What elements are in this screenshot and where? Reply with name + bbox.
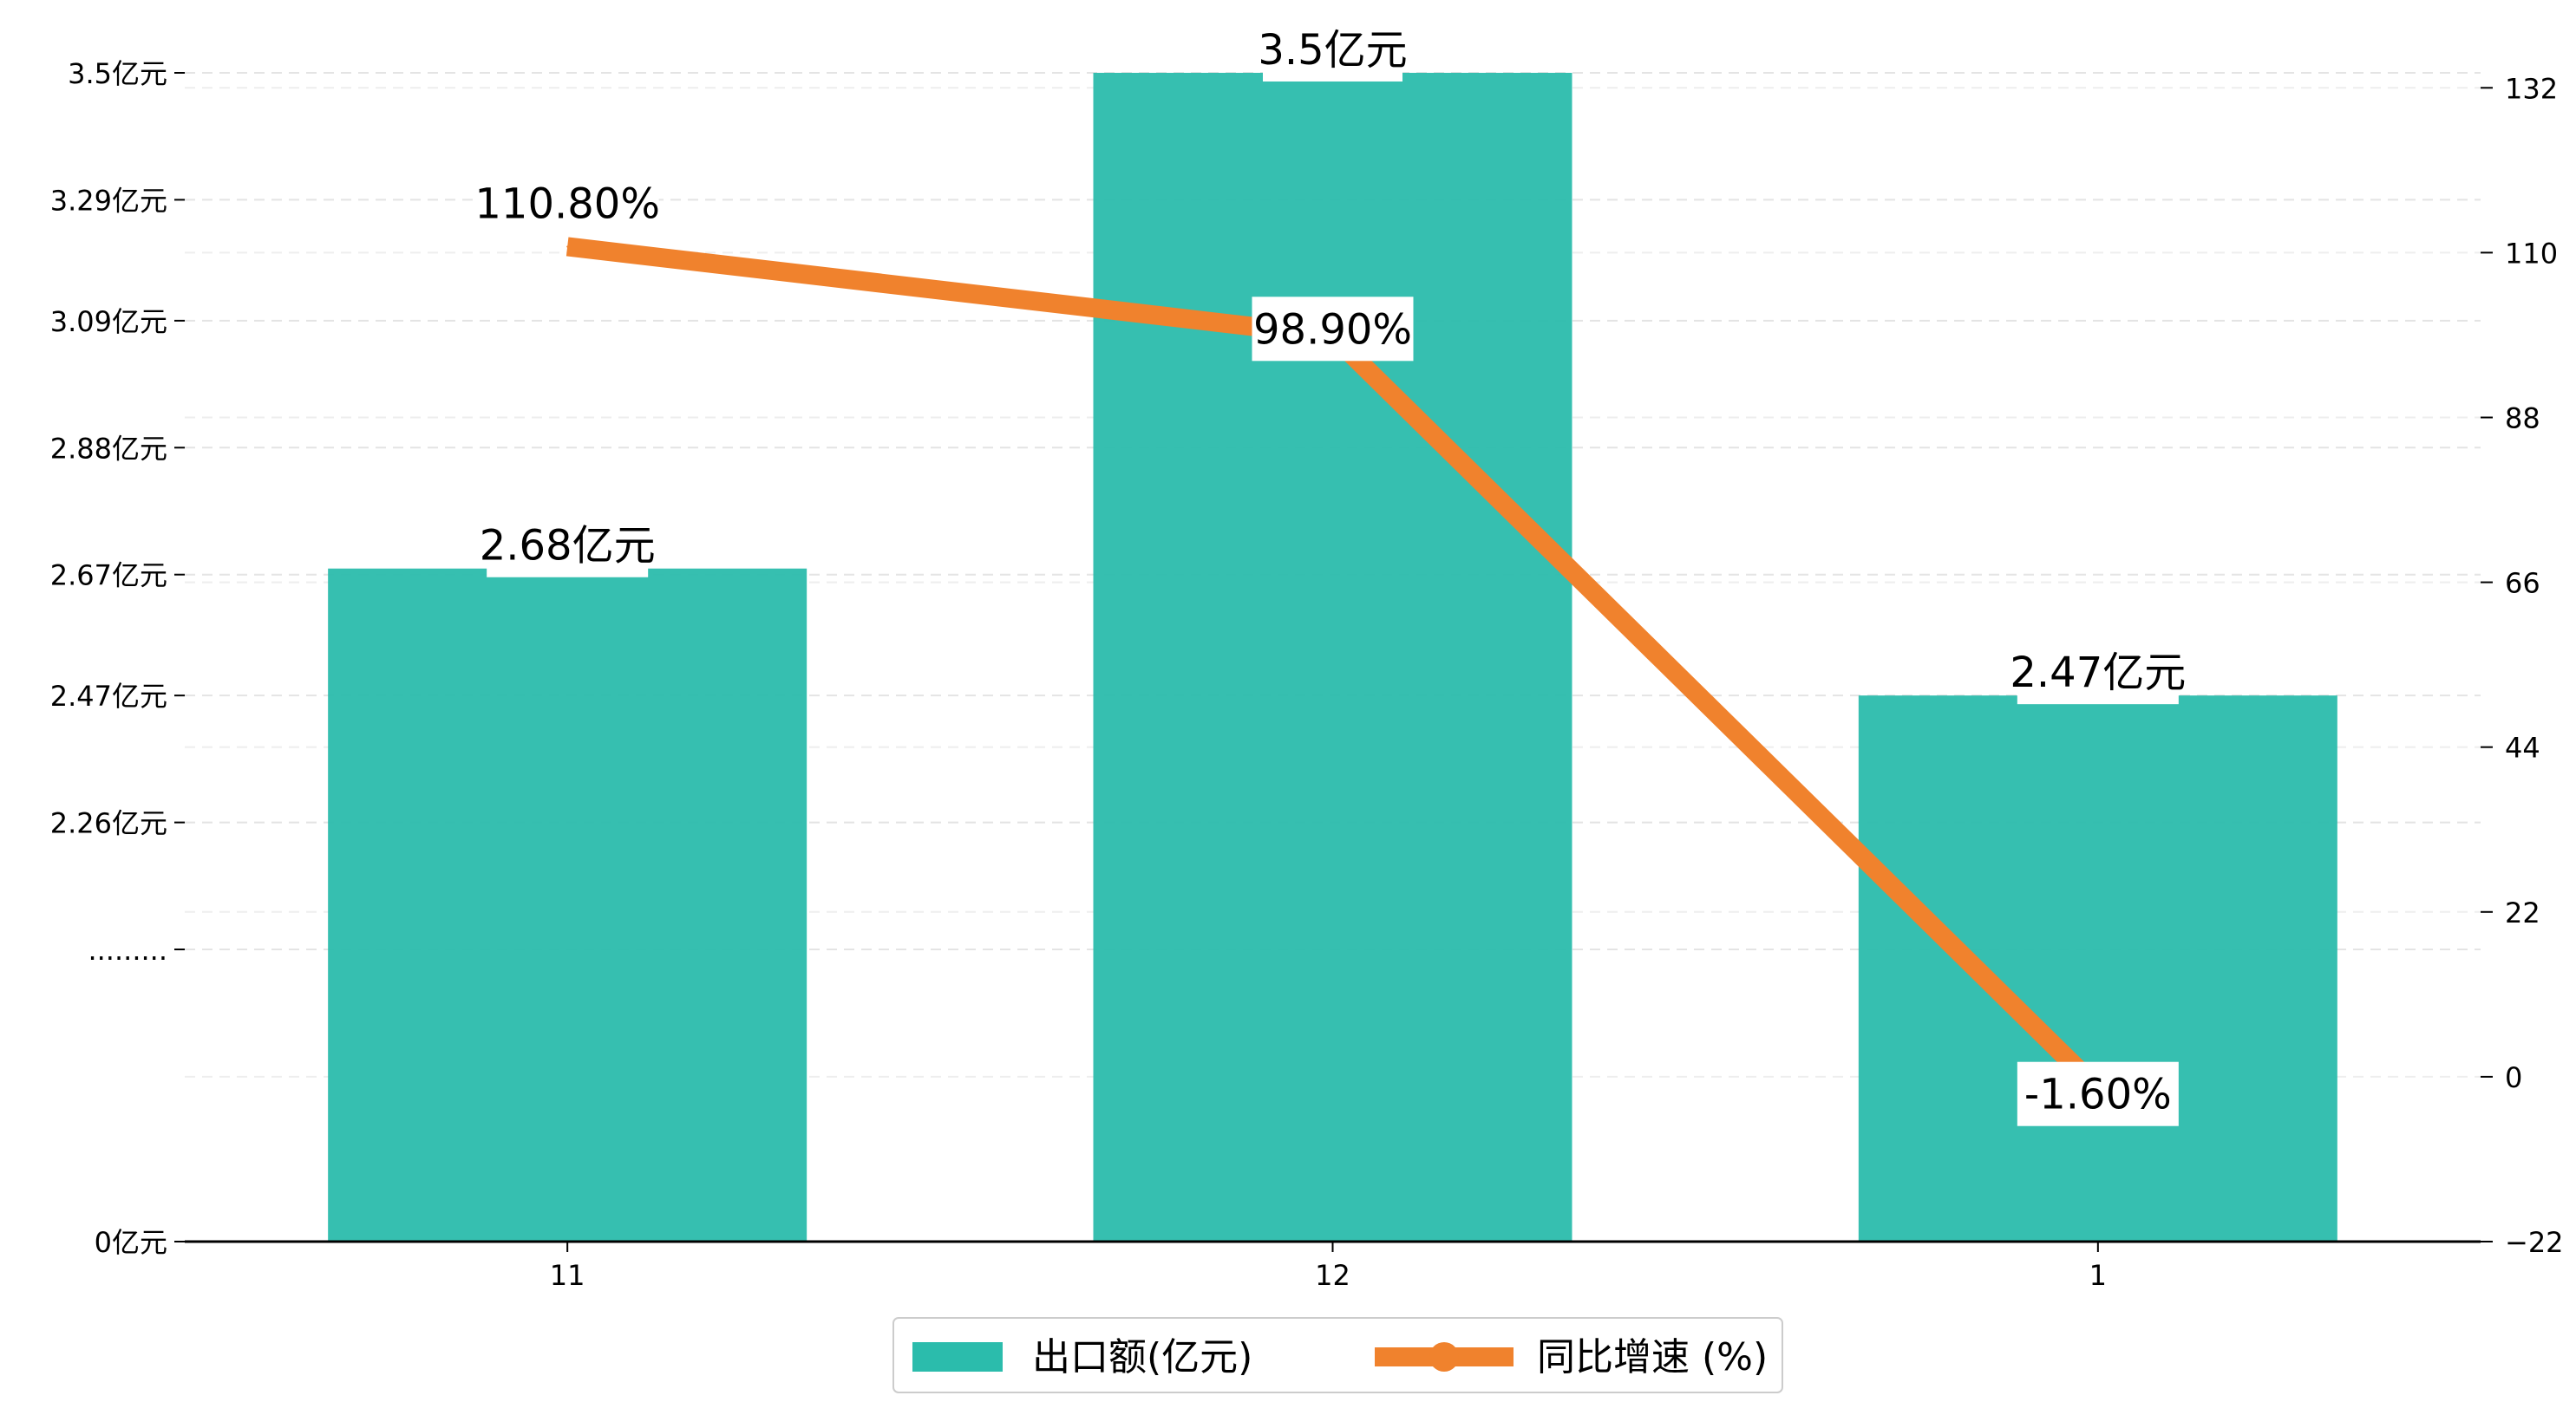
legend-label-bar: 出口额(亿元)	[1032, 1335, 1252, 1379]
y-left-tick-label: .........	[88, 934, 167, 967]
line-point	[566, 245, 569, 248]
y-left-tick-label: 3.29亿元	[50, 184, 167, 217]
line-data-label-box	[475, 171, 659, 236]
legend: 出口额(亿元) 同比增速 (%)	[892, 1317, 1783, 1393]
legend-marker	[1429, 1342, 1459, 1372]
y-left-tick-label: 2.67亿元	[50, 559, 167, 592]
line-data-label: 110.80%	[474, 179, 660, 228]
x-tick-label: 11	[550, 1259, 585, 1292]
line-data-label-box	[1252, 297, 1414, 362]
axes: 0亿元......... 2.26亿元 2.47亿元 2.67亿元 2.88亿元 3.09…	[50, 57, 2564, 1292]
y-left-tick-label: 3.5亿元	[68, 57, 167, 90]
y-right-tick-label: 132	[2505, 72, 2558, 105]
x-tick-label: 12	[1315, 1259, 1350, 1292]
line-data-label: -1.60%	[2024, 1071, 2172, 1119]
y-right-tick-label: 0	[2505, 1061, 2522, 1094]
bar-data-label: 3.5亿元	[1258, 26, 1407, 75]
bar	[328, 568, 807, 1242]
bar-data-label: 2.68亿元	[480, 522, 656, 571]
bar-data-label-box	[487, 512, 649, 577]
bar-data-label-box	[2017, 640, 2179, 705]
y-right-tick-label: 110	[2505, 237, 2558, 270]
bar-data-label-box	[1263, 17, 1402, 82]
line-data-label: 98.90%	[1253, 305, 1412, 354]
x-tick-label: 1	[2089, 1259, 2107, 1292]
y-right-tick-label: 22	[2505, 897, 2540, 929]
y-left-tick-label: 3.09亿元	[50, 305, 167, 338]
bar	[1093, 73, 1572, 1242]
data-labels: 2.68亿元 3.5亿元 2.47亿元 110.80% 98.90% -1.60%	[474, 17, 2186, 1126]
y-right-tick-label: 88	[2505, 401, 2540, 434]
bar-series	[328, 73, 2337, 1242]
bar	[1858, 695, 2337, 1242]
y-right-tick-label: 44	[2505, 732, 2540, 765]
y-left-tick-label: 2.47亿元	[50, 680, 167, 713]
y-left-tick-label: 0亿元	[95, 1226, 167, 1259]
legend-box	[892, 1317, 1783, 1393]
y-right-tick-label: 66	[2505, 567, 2540, 600]
legend-swatch-bar	[912, 1342, 1003, 1372]
legend-label-line: 同比增速 (%)	[1537, 1335, 1768, 1379]
line-data-label-box	[2017, 1061, 2179, 1126]
y-right-tick-label: −22	[2505, 1226, 2564, 1259]
y-left-tick-label: 2.26亿元	[50, 807, 167, 840]
y-left-tick-label: 2.88亿元	[50, 432, 167, 465]
bar-data-label: 2.47亿元	[2010, 649, 2186, 697]
